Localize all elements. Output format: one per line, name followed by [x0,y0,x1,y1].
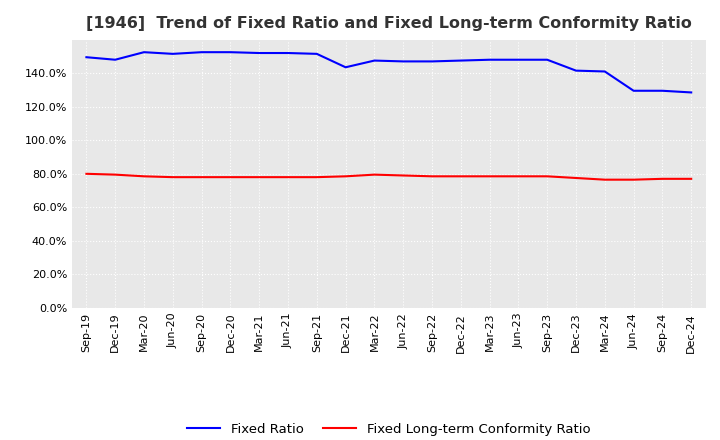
Fixed Long-term Conformity Ratio [658,176,667,181]
Fixed Long-term Conformity Ratio [111,172,120,177]
Fixed Long-term Conformity Ratio [572,176,580,181]
Fixed Long-term Conformity Ratio [514,174,523,179]
Fixed Long-term Conformity Ratio [82,171,91,176]
Legend: Fixed Ratio, Fixed Long-term Conformity Ratio: Fixed Ratio, Fixed Long-term Conformity … [182,418,595,440]
Fixed Long-term Conformity Ratio [456,174,465,179]
Fixed Long-term Conformity Ratio [255,175,264,180]
Line: Fixed Ratio: Fixed Ratio [86,52,691,92]
Fixed Ratio [370,58,379,63]
Fixed Long-term Conformity Ratio [485,174,494,179]
Line: Fixed Long-term Conformity Ratio: Fixed Long-term Conformity Ratio [86,174,691,180]
Fixed Long-term Conformity Ratio [284,175,292,180]
Fixed Long-term Conformity Ratio [226,175,235,180]
Fixed Ratio [514,57,523,62]
Fixed Ratio [197,50,206,55]
Fixed Long-term Conformity Ratio [168,175,177,180]
Fixed Ratio [600,69,609,74]
Fixed Ratio [140,50,148,55]
Fixed Long-term Conformity Ratio [629,177,638,182]
Fixed Ratio [428,59,436,64]
Fixed Ratio [572,68,580,73]
Fixed Long-term Conformity Ratio [197,175,206,180]
Fixed Ratio [312,51,321,56]
Fixed Long-term Conformity Ratio [341,174,350,179]
Fixed Ratio [111,57,120,62]
Fixed Ratio [284,50,292,55]
Fixed Ratio [226,50,235,55]
Fixed Ratio [687,90,696,95]
Fixed Ratio [255,50,264,55]
Fixed Ratio [629,88,638,93]
Title: [1946]  Trend of Fixed Ratio and Fixed Long-term Conformity Ratio: [1946] Trend of Fixed Ratio and Fixed Lo… [86,16,692,32]
Fixed Ratio [341,65,350,70]
Fixed Ratio [543,57,552,62]
Fixed Long-term Conformity Ratio [370,172,379,177]
Fixed Ratio [168,51,177,56]
Fixed Long-term Conformity Ratio [428,174,436,179]
Fixed Ratio [658,88,667,93]
Fixed Long-term Conformity Ratio [543,174,552,179]
Fixed Long-term Conformity Ratio [600,177,609,182]
Fixed Ratio [485,57,494,62]
Fixed Long-term Conformity Ratio [687,176,696,181]
Fixed Ratio [399,59,408,64]
Fixed Long-term Conformity Ratio [140,174,148,179]
Fixed Long-term Conformity Ratio [312,175,321,180]
Fixed Ratio [82,55,91,60]
Fixed Ratio [456,58,465,63]
Fixed Long-term Conformity Ratio [399,173,408,178]
